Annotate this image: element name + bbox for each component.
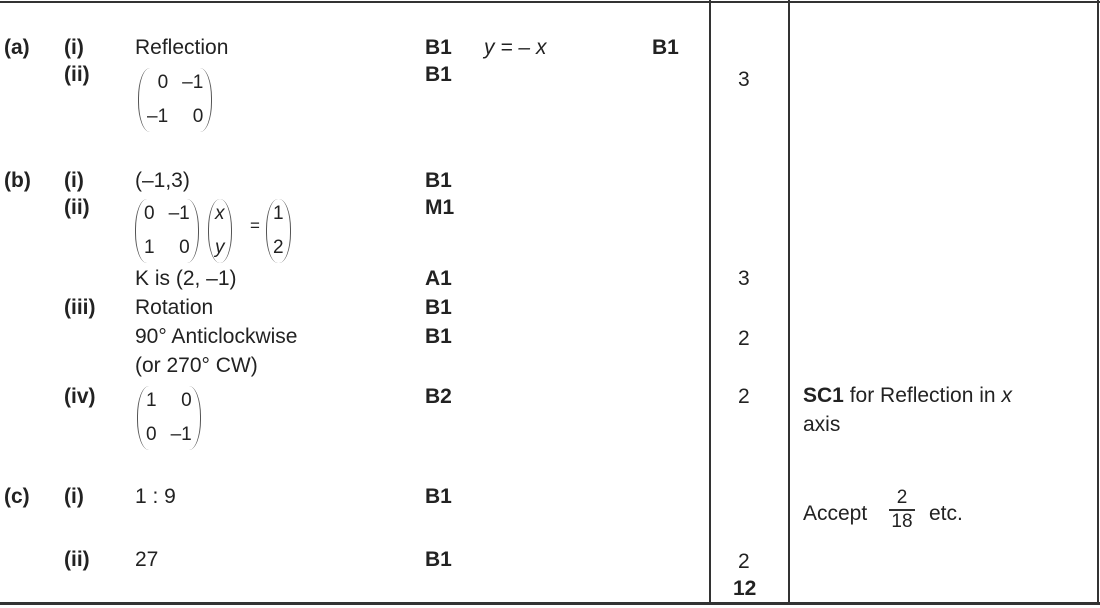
part-b-iv-comment-line2: axis <box>803 413 841 436</box>
matrix-cell: 0 <box>144 203 155 224</box>
vector-cell: x <box>215 203 225 224</box>
matrix-cell: –1 <box>147 106 169 127</box>
part-b-iii-total: 2 <box>738 327 750 350</box>
part-c-i-comment-post: etc. <box>929 502 963 525</box>
part-b-iii-mark1: B1 <box>425 296 452 319</box>
part-b-ii-total: 3 <box>738 267 750 290</box>
part-b-iv-matrix: 1 0 0 –1 <box>137 386 201 450</box>
part-b-i-mark: B1 <box>425 169 452 192</box>
equals-sign: = <box>250 216 260 235</box>
part-a-ii-label: (ii) <box>64 63 90 86</box>
part-b-ii-mark: M1 <box>425 196 455 219</box>
fraction: 2 18 <box>889 488 915 532</box>
part-a-total: 3 <box>738 68 750 91</box>
matrix-cell: 0 <box>181 390 192 411</box>
part-c-ii-mark: B1 <box>425 548 452 571</box>
part-b-iii-line2: 90° Anticlockwise <box>135 325 298 348</box>
part-b-iv-label: (iv) <box>64 385 96 408</box>
part-c-ii-label: (ii) <box>64 548 90 571</box>
comment-text: for Reflection in <box>843 384 1002 407</box>
part-b-label: (b) <box>4 169 31 192</box>
grand-total: 12 <box>733 577 757 600</box>
part-c-i-label: (i) <box>64 485 84 508</box>
part-b-ii-k-line: K is (2, –1) <box>135 267 237 290</box>
part-b-i-label: (i) <box>64 169 84 192</box>
marks-column-right-border <box>788 0 790 604</box>
marks-column-left-border <box>709 0 711 604</box>
matrix-cell: 0 <box>146 424 157 445</box>
part-b-iv-total: 2 <box>738 385 750 408</box>
fraction-numerator: 2 <box>896 487 908 508</box>
part-b-iv-mark: B2 <box>425 385 452 408</box>
part-b-ii-matrix: 0 –1 1 0 <box>135 199 199 263</box>
part-c-i-comment-pre: Accept <box>803 502 868 525</box>
part-b-iii-line1: Rotation <box>135 296 214 319</box>
matrix-cell: 0 <box>179 237 190 258</box>
part-b-iii-label: (iii) <box>64 296 96 319</box>
part-a-i-note-mark: B1 <box>652 36 679 59</box>
bottom-rule <box>0 602 1100 605</box>
comment-bold: SC1 <box>803 384 844 407</box>
part-c-i-mark: B1 <box>425 485 452 508</box>
part-b-ii-result: 1 2 <box>266 199 291 263</box>
table-right-border <box>1097 0 1099 604</box>
part-a-i-answer: Reflection <box>135 36 229 59</box>
vector-cell: 2 <box>273 237 284 258</box>
part-b-ii-vector: x y <box>208 199 232 263</box>
matrix-cell: 1 <box>144 237 155 258</box>
fraction-bar <box>889 509 915 511</box>
matrix-cell: 1 <box>146 390 157 411</box>
part-a-ii-mark: B1 <box>425 63 452 86</box>
vector-cell: 1 <box>273 203 284 224</box>
part-b-iv-comment: SC1 for Reflection in x <box>803 384 1012 408</box>
matrix-cell: –1 <box>170 424 192 445</box>
part-c-label: (c) <box>4 485 30 508</box>
part-a-i-note: y = – x <box>484 36 547 59</box>
matrix-cell: –1 <box>182 72 204 93</box>
part-a-ii-matrix: 0 –1 –1 0 <box>138 68 213 132</box>
fraction-denominator: 18 <box>891 510 913 532</box>
part-a-i-label: (i) <box>64 36 84 59</box>
matrix-cell: 0 <box>192 106 204 127</box>
matrix-cell: 0 <box>157 72 169 93</box>
comment-var: x <box>1001 384 1012 407</box>
part-a-i-mark: B1 <box>425 36 452 59</box>
part-c-i-answer: 1 : 9 <box>135 485 176 508</box>
part-b-i-answer: (–1,3) <box>135 169 190 192</box>
part-c-ii-answer: 27 <box>135 548 159 571</box>
vector-cell: y <box>215 237 225 258</box>
part-a-label: (a) <box>4 36 30 59</box>
matrix-cell: –1 <box>168 203 190 224</box>
part-c-total: 2 <box>738 550 750 573</box>
part-b-ii-k-mark: A1 <box>425 267 452 290</box>
part-b-iii-line3: (or 270° CW) <box>135 354 258 377</box>
part-b-ii-label: (ii) <box>64 196 90 219</box>
top-rule <box>0 1 1100 3</box>
part-b-iii-mark2: B1 <box>425 325 452 348</box>
